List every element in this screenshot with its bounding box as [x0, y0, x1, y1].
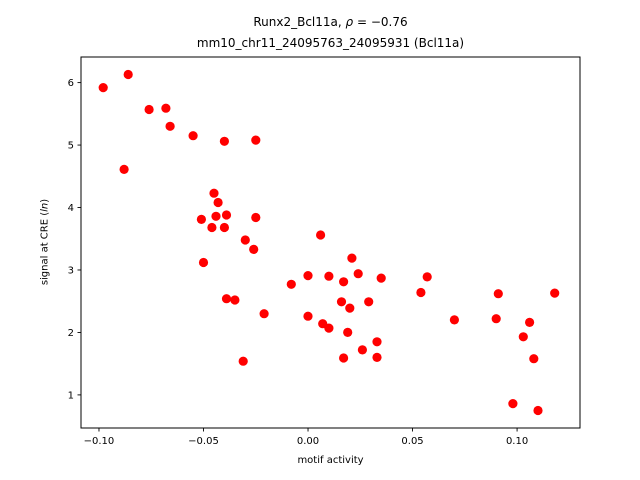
- scatter-point: [259, 309, 269, 319]
- scatter-point: [230, 295, 240, 305]
- scatter-point: [98, 83, 108, 93]
- scatter-point: [324, 323, 334, 333]
- scatter-point: [324, 271, 334, 281]
- scatter-point: [353, 269, 363, 279]
- scatter-point: [123, 69, 133, 80]
- scatter-point: [533, 405, 543, 416]
- x-tick-label: 0.05: [401, 436, 423, 447]
- scatter-point: [339, 353, 349, 363]
- y-tick-label: 3: [68, 265, 74, 276]
- scatter-point: [221, 210, 232, 220]
- scatter-point: [422, 272, 432, 282]
- scatter-point: [376, 273, 386, 283]
- scatter-point: [345, 303, 355, 313]
- y-axis-label-ln: ln: [39, 202, 51, 212]
- scatter-point: [207, 222, 217, 233]
- chart-title-rho-value: = −0.76: [353, 15, 408, 29]
- y-tick-label: 5: [68, 141, 74, 152]
- scatter-point: [336, 297, 347, 307]
- chart-title-rho-symbol: ρ: [345, 15, 354, 29]
- scatter-point: [508, 399, 518, 409]
- scatter-point: [339, 277, 349, 287]
- y-axis-label-suffix: ): [39, 198, 51, 203]
- x-tick-label: −0.10: [84, 436, 115, 447]
- scatter-point: [449, 315, 459, 325]
- scatter-points: [98, 69, 560, 416]
- y-axis-ticks: 1 2 3 4 5 6: [68, 78, 81, 401]
- scatter-point: [529, 354, 539, 364]
- y-tick-label: 6: [68, 78, 74, 89]
- chart-title-prefix: Runx2_Bcl11a,: [253, 15, 346, 29]
- scatter-point: [211, 211, 221, 221]
- x-tick-label: 0.10: [506, 436, 528, 447]
- scatter-point: [251, 135, 261, 145]
- scatter-point: [343, 327, 353, 337]
- scatter-point: [165, 121, 175, 131]
- scatter-point: [550, 288, 560, 298]
- y-axis-label: signal at CRE (ln): [40, 199, 51, 285]
- scatter-point: [493, 289, 503, 299]
- y-axis-label-prefix: signal at CRE (: [39, 211, 51, 286]
- scatter-point: [525, 317, 535, 327]
- scatter-point: [286, 279, 296, 289]
- scatter-point: [198, 257, 209, 268]
- y-tick-label: 2: [68, 328, 74, 339]
- scatter-point: [357, 345, 367, 355]
- scatter-point: [364, 297, 374, 307]
- x-axis-ticks: −0.10 −0.05 0.00 0.05 0.10: [84, 428, 528, 447]
- scatter-point: [303, 311, 313, 321]
- scatter-point: [119, 164, 129, 174]
- scatter-point: [251, 212, 261, 223]
- chart-title: Runx2_Bcl11a, ρ = −0.76: [81, 15, 580, 30]
- scatter-point: [219, 222, 229, 233]
- scatter-point: [219, 136, 229, 146]
- scatter-point: [240, 235, 250, 245]
- scatter-point: [491, 314, 501, 324]
- scatter-point: [188, 131, 198, 141]
- scatter-point: [161, 103, 171, 113]
- scatter-point: [238, 356, 248, 366]
- scatter-point: [372, 352, 382, 362]
- scatter-point: [518, 332, 528, 342]
- scatter-point: [213, 197, 223, 208]
- scatter-point: [144, 104, 154, 115]
- scatter-point: [316, 230, 326, 240]
- axes-spines: [80, 56, 581, 429]
- scatter-point: [303, 271, 313, 281]
- y-tick-label: 4: [68, 203, 74, 214]
- chart-subtitle: mm10_chr11_24095763_24095931 (Bcl11a): [196, 36, 465, 50]
- x-tick-label: 0.00: [297, 436, 319, 447]
- scatter-point: [249, 244, 259, 254]
- x-tick-label: −0.05: [188, 436, 219, 447]
- plot-area-border: [80, 56, 581, 429]
- scatter-point: [372, 337, 382, 347]
- x-axis-label: motif activity: [297, 455, 364, 466]
- scatter-point: [221, 294, 232, 304]
- y-tick-label: 1: [68, 390, 74, 401]
- scatter-point: [209, 188, 219, 198]
- scatter-point: [416, 287, 426, 298]
- scatter-point: [347, 253, 357, 263]
- scatter-point: [196, 214, 206, 224]
